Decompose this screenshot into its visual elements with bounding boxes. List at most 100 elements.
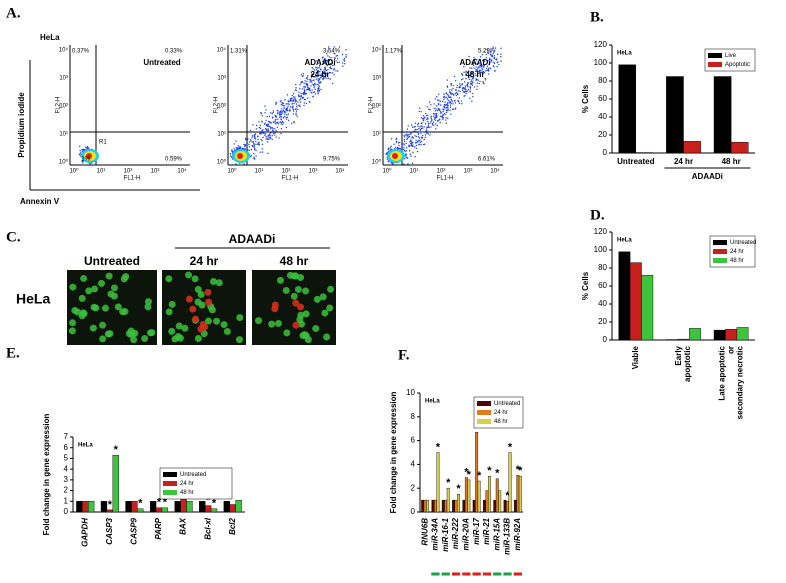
event-dot	[447, 99, 450, 101]
event-dot	[449, 109, 451, 111]
legend-label: Untreated	[494, 401, 520, 407]
event-dot	[446, 79, 449, 81]
event-dot	[449, 89, 451, 91]
bar	[204, 505, 212, 513]
event-dot	[426, 118, 428, 121]
event-dot	[452, 93, 454, 95]
event-dot	[392, 162, 394, 164]
event-dot	[424, 123, 427, 125]
event-dot	[261, 139, 263, 142]
event-dot	[229, 155, 232, 157]
event-dot	[292, 96, 295, 98]
event-dot	[328, 72, 331, 74]
event-dot	[284, 105, 286, 107]
cell	[168, 327, 176, 335]
event-dot	[492, 65, 495, 67]
event-dot	[343, 57, 346, 60]
x-tick-label: apoptotic	[683, 345, 692, 382]
event-dot	[406, 138, 408, 141]
event-dot	[485, 70, 487, 72]
significance: *	[436, 441, 441, 453]
event-dot	[331, 72, 334, 74]
event-dot	[429, 131, 432, 133]
event-dot	[417, 133, 420, 135]
event-dot	[269, 125, 271, 128]
event-dot	[443, 98, 445, 100]
event-dot	[239, 145, 241, 148]
cell	[204, 317, 212, 325]
event-dot	[474, 58, 476, 60]
significance: *	[163, 497, 168, 509]
cell	[101, 304, 109, 312]
quadrant-value: 9.75%	[323, 157, 341, 163]
cell	[127, 327, 135, 335]
event-dot	[292, 105, 294, 107]
event-dot	[275, 102, 277, 104]
event-dot	[253, 142, 255, 144]
event-dot	[487, 70, 490, 72]
significance: *	[516, 464, 521, 476]
bar	[457, 493, 460, 513]
event-dot	[468, 55, 470, 58]
event-dot	[405, 147, 408, 149]
condition: 48 hr	[280, 254, 309, 268]
event-dot	[500, 53, 502, 56]
event-dot	[268, 121, 271, 123]
event-dot	[440, 116, 443, 118]
cell	[71, 306, 79, 314]
event-dot	[304, 85, 306, 88]
event-dot	[281, 110, 283, 113]
event-dot	[483, 83, 485, 85]
event-dot	[252, 140, 254, 143]
event-dot	[311, 73, 313, 75]
event-dot	[323, 72, 325, 75]
cell	[290, 292, 298, 300]
inset-text: HeLa	[617, 51, 632, 57]
event-dot	[433, 107, 435, 110]
event-dot	[461, 72, 463, 75]
event-dot	[481, 59, 484, 62]
event-dot	[390, 148, 392, 151]
event-dot	[314, 82, 316, 85]
event-dot	[414, 128, 416, 131]
event-dot	[427, 124, 430, 127]
event-dot	[274, 134, 276, 136]
bar	[131, 501, 138, 513]
y-tick-label: 80	[598, 263, 607, 272]
event-dot	[485, 53, 487, 56]
event-dot	[482, 65, 484, 67]
event-dot	[270, 127, 272, 130]
event-dot	[295, 112, 297, 114]
event-dot	[469, 88, 472, 90]
event-dot	[305, 84, 308, 86]
legend-swatch	[163, 472, 177, 477]
significance: *	[114, 444, 119, 456]
event-dot	[280, 112, 282, 114]
event-dot	[341, 53, 344, 56]
event-dot	[271, 138, 273, 141]
event-dot	[467, 88, 470, 91]
event-dot	[423, 119, 425, 121]
event-dot	[255, 143, 257, 145]
event-dot	[445, 104, 447, 106]
event-dot	[323, 77, 325, 80]
legend-swatch	[708, 53, 722, 58]
event-dot	[269, 136, 272, 138]
cell	[122, 273, 130, 281]
event-dot	[418, 107, 421, 109]
event-dot	[259, 151, 261, 153]
event-dot	[299, 104, 301, 107]
event-dot	[440, 110, 442, 112]
event-dot	[79, 152, 82, 154]
x-tick-label: 10⁴	[490, 168, 500, 175]
event-dot	[450, 89, 453, 91]
event-dot	[445, 119, 447, 121]
event-dot	[246, 139, 248, 142]
bar	[434, 499, 437, 513]
event-dot	[273, 121, 275, 124]
cell	[210, 277, 218, 285]
event-dot	[317, 92, 319, 95]
event-dot	[315, 75, 318, 77]
event-dot	[419, 141, 421, 143]
event-dot	[426, 126, 429, 129]
